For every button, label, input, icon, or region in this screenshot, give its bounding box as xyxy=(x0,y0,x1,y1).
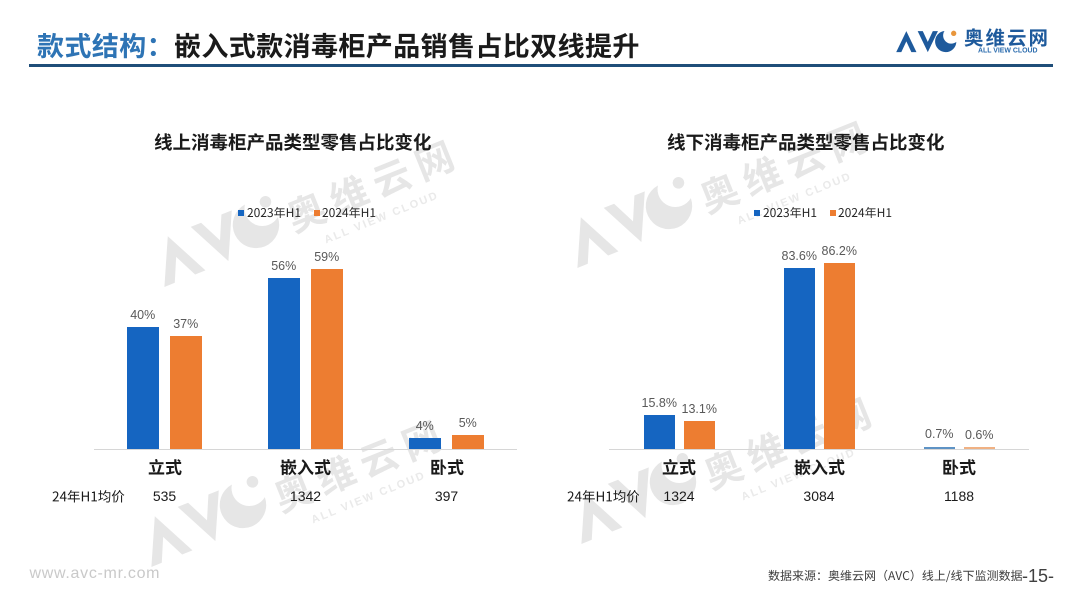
svg-text:ALL VIEW CLOUD: ALL VIEW CLOUD xyxy=(978,47,1038,54)
